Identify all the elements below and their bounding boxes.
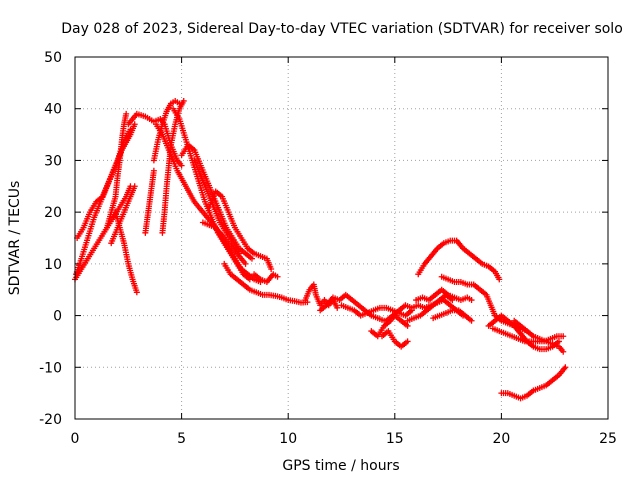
x-tick-label: 0 — [71, 431, 80, 447]
y-axis-tick-labels: -20 -10 0 10 20 30 40 50 — [39, 50, 62, 428]
data-point — [178, 162, 185, 169]
x-axis-tick-labels: 0 5 10 15 20 25 — [71, 431, 617, 447]
data-point — [131, 121, 138, 128]
y-tick-label: 30 — [44, 153, 62, 169]
data-point — [334, 304, 341, 311]
data-marks — [72, 97, 569, 402]
y-tick-label: 50 — [44, 50, 62, 66]
chart-title: Day 028 of 2023, Sidereal Day-to-day VTE… — [61, 21, 623, 37]
data-point — [242, 260, 249, 267]
y-tick-label: -20 — [39, 412, 62, 428]
series-track-12 — [153, 121, 249, 267]
data-point — [123, 110, 130, 117]
data-point — [404, 338, 411, 345]
x-tick-label: 25 — [599, 431, 617, 447]
series-track-10 — [159, 97, 187, 236]
series-track-21 — [317, 291, 388, 324]
data-point — [562, 364, 569, 371]
y-tick-label: 40 — [44, 102, 62, 118]
data-point — [468, 317, 475, 324]
series-track-16 — [206, 188, 275, 273]
x-axis-title: GPS time / hours — [282, 458, 399, 474]
data-point — [274, 273, 281, 280]
data-point — [560, 348, 567, 355]
grid — [75, 57, 608, 419]
series-track-17 — [199, 219, 264, 285]
data-point — [268, 266, 275, 273]
data-point — [180, 97, 187, 104]
series-track-24 — [379, 328, 411, 350]
series-track-18 — [221, 260, 311, 306]
data-point — [131, 183, 138, 190]
y-tick-label: 0 — [53, 309, 62, 325]
x-tick-label: 20 — [492, 431, 510, 447]
x-tick-label: 15 — [386, 431, 404, 447]
series-track-33 — [511, 317, 567, 355]
plot-frame — [74, 56, 609, 420]
y-tick-label: 10 — [44, 257, 62, 273]
series-track-29 — [415, 237, 503, 283]
y-tick-label: -10 — [39, 360, 62, 376]
series-track-27 — [413, 286, 475, 304]
series-track-04 — [103, 110, 130, 231]
series-track-19 — [251, 271, 281, 285]
series-track-05 — [112, 209, 140, 296]
y-axis-title: SDTVAR / TECUs — [7, 181, 23, 296]
series-track-34 — [498, 364, 569, 402]
data-point — [236, 250, 243, 257]
data-point — [555, 338, 562, 345]
x-tick-label: 5 — [177, 431, 186, 447]
data-point — [561, 365, 568, 372]
series-track-11 — [161, 121, 185, 169]
data-point — [496, 276, 503, 283]
data-point — [248, 255, 255, 262]
data-point — [133, 289, 140, 296]
y-tick-label: 20 — [44, 205, 62, 221]
x-tick-label: 10 — [279, 431, 297, 447]
axis-ticks — [74, 56, 609, 420]
series-track-06 — [108, 183, 138, 247]
series-track-28 — [430, 307, 475, 324]
data-point — [150, 167, 157, 174]
series-track-08 — [142, 167, 157, 236]
data-point — [404, 322, 411, 329]
data-point — [468, 297, 475, 304]
data-point — [560, 333, 567, 340]
series-track-20 — [302, 281, 341, 311]
data-point — [127, 126, 134, 133]
